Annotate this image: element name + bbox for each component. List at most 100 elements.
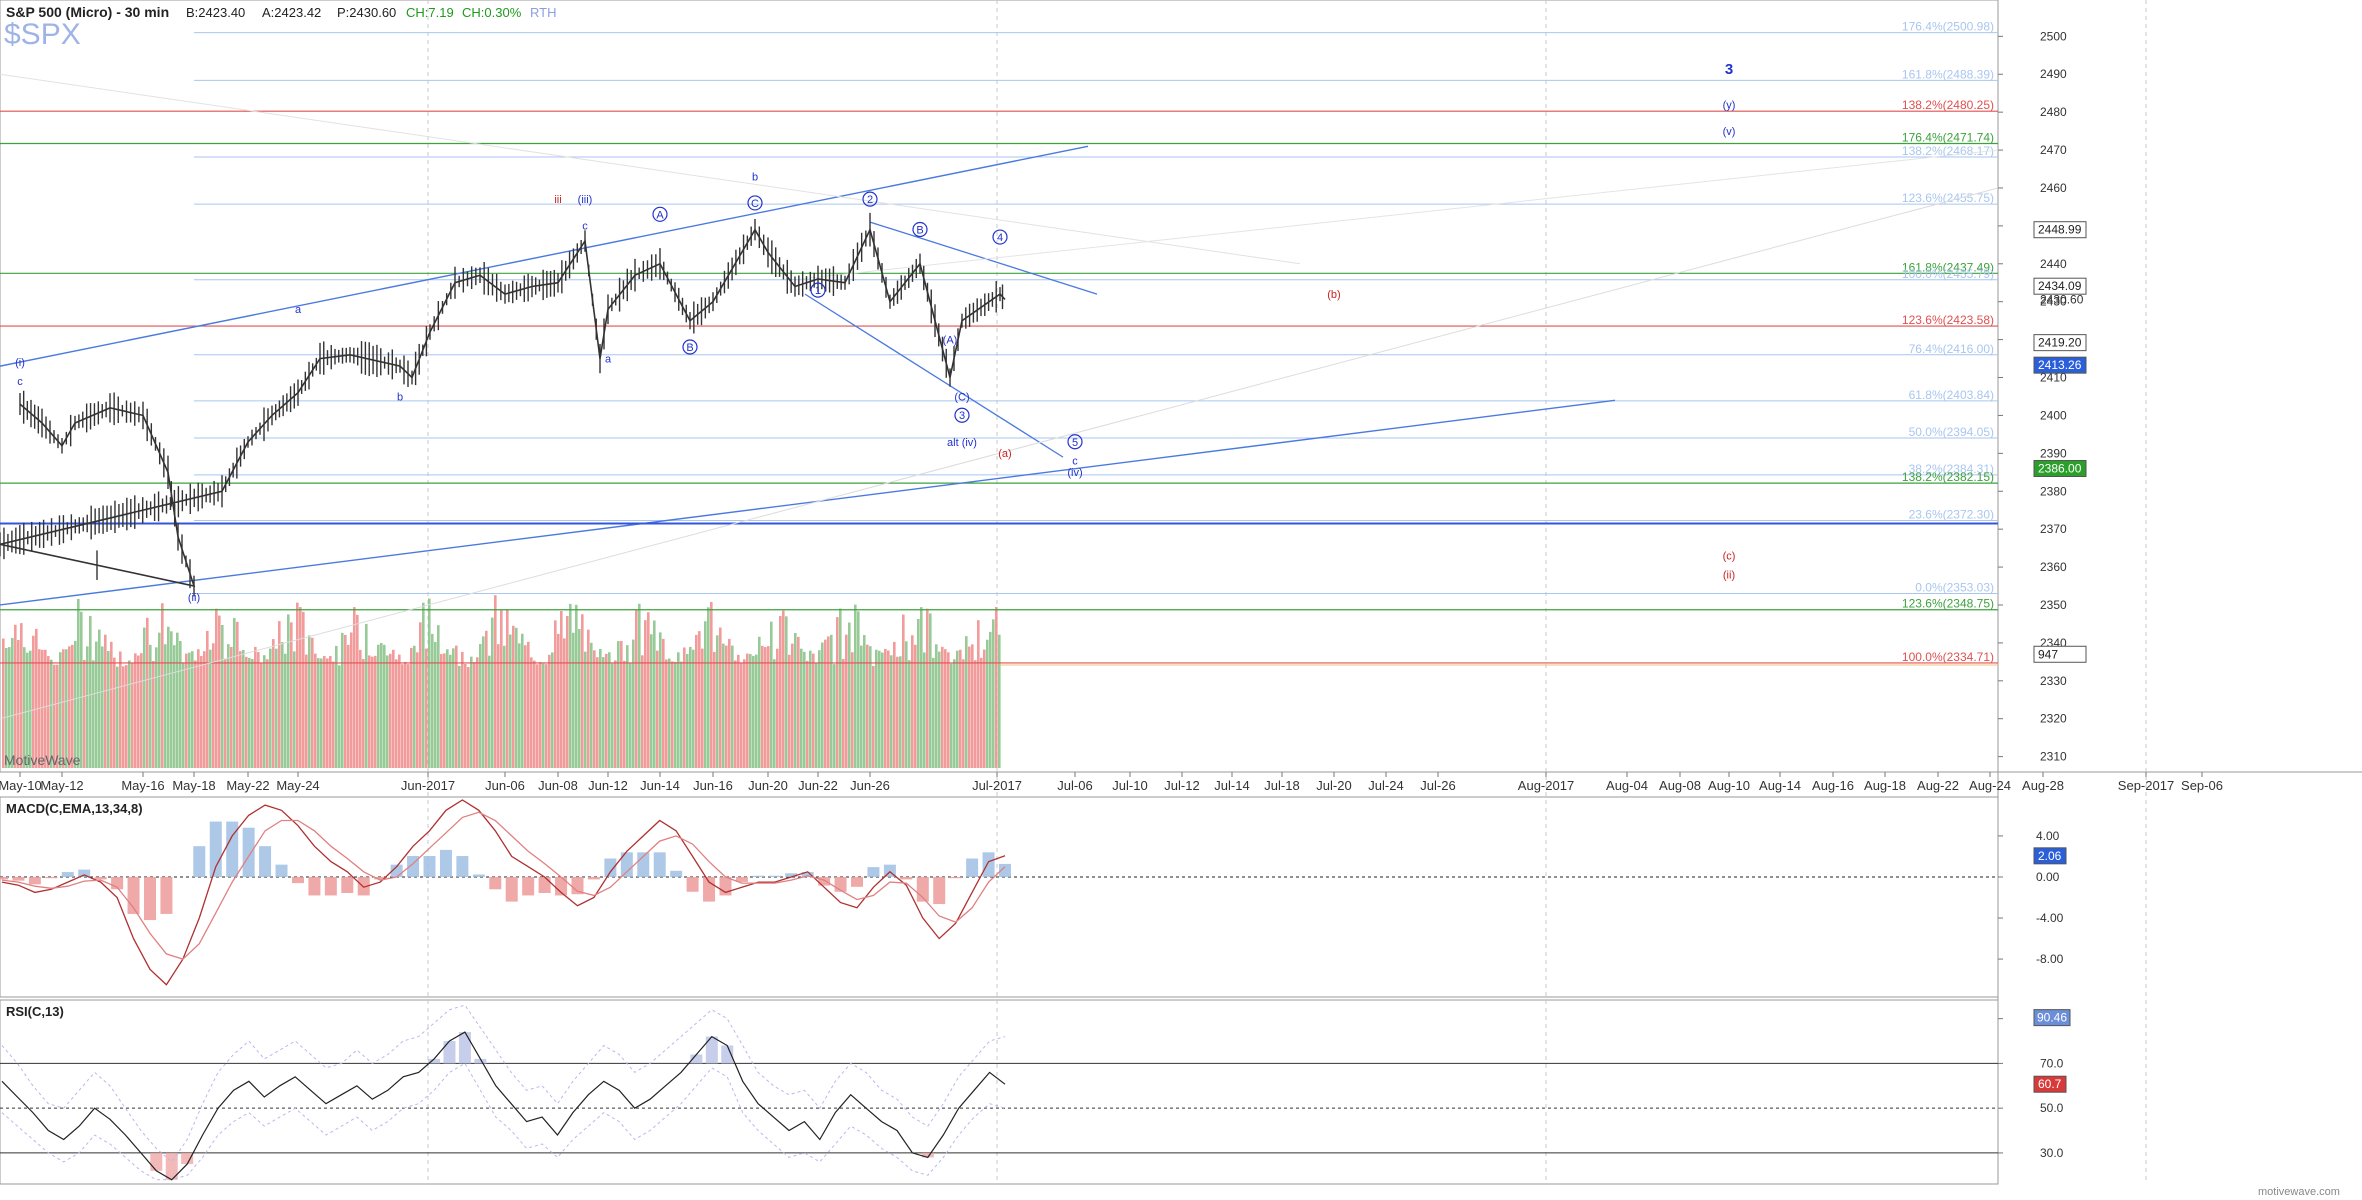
volume-bar: [668, 658, 671, 768]
volume-bar: [515, 627, 518, 768]
macd-histogram-bar: [752, 875, 765, 877]
volume-bar: [245, 656, 248, 768]
volume-bar: [899, 656, 902, 768]
volume-bar: [542, 663, 545, 768]
wave-label: 2: [867, 194, 873, 206]
volume-bar: [359, 649, 362, 768]
volume-bar: [170, 631, 173, 768]
volume-bar: [902, 614, 905, 768]
volume-bar: [686, 654, 689, 768]
rsi-overbought-fill: [690, 1054, 703, 1064]
volume-bar: [350, 632, 353, 768]
volume-bar: [788, 654, 791, 768]
volume-bar: [545, 664, 548, 768]
date-axis-label: Aug-24: [1969, 778, 2011, 793]
rsi-axis-label: 50.0: [2040, 1101, 2064, 1115]
fib-level-label: 138.2%(2480.25): [1902, 98, 1994, 112]
volume-bar: [167, 626, 170, 768]
price-tag-label: 2419.20: [2038, 336, 2082, 350]
volume-bar: [392, 649, 395, 768]
price-tag-label: 2413.26: [2038, 358, 2082, 372]
date-axis-label: Jun-12: [588, 778, 628, 793]
motivewave-watermark: MotiveWave: [4, 752, 81, 768]
volume-bar: [5, 647, 8, 768]
volume-bar: [866, 644, 869, 768]
volume-bar: [164, 644, 167, 768]
volume-bar: [173, 645, 176, 768]
date-axis-label: May-18: [172, 778, 215, 793]
volume-bar: [134, 653, 137, 768]
volume-bar: [842, 658, 845, 768]
rsi-upper-value-box: [2033, 1009, 2071, 1027]
price-tag-box: [2033, 221, 2087, 239]
volume-bar: [356, 614, 359, 768]
wave-label: 1: [815, 285, 821, 297]
volume-bar: [509, 634, 512, 768]
wave-label: b: [752, 171, 758, 183]
volume-bar: [536, 664, 539, 768]
volume-bar: [617, 641, 620, 768]
volume-bar: [758, 636, 761, 768]
volume-bar: [596, 657, 599, 768]
volume-bar: [791, 643, 794, 768]
volume-bar: [611, 663, 614, 768]
macd-histogram-bar: [78, 869, 91, 877]
volume-bar: [833, 664, 836, 768]
date-axis-label: Jul-10: [1112, 778, 1147, 793]
volume-bar: [104, 634, 107, 768]
macd-axis-label: -4.00: [2036, 911, 2064, 925]
volume-bar: [260, 663, 263, 768]
wave-label: a: [605, 353, 612, 365]
wave-label: c: [17, 376, 23, 388]
price-y-axis[interactable]: 2310232023302340235023602370238023902400…: [1998, 29, 2087, 764]
volume-bar: [395, 659, 398, 768]
volume-bar: [794, 633, 797, 768]
volume-bar: [23, 647, 26, 768]
date-axis-label: Aug-10: [1708, 778, 1750, 793]
volume-bar: [200, 656, 203, 768]
volume-bar: [524, 645, 527, 768]
volume-bar: [851, 652, 854, 768]
wave-label: B: [916, 224, 923, 236]
volume-bar: [389, 653, 392, 768]
volume-bar: [485, 630, 488, 768]
volume-bar: [701, 648, 704, 768]
volume-bar: [953, 659, 956, 768]
volume-bar: [377, 644, 380, 768]
wave-label: (b): [1327, 289, 1340, 301]
volume-bar: [110, 641, 113, 768]
volume-bar: [362, 659, 365, 768]
volume-bar: [506, 609, 509, 768]
macd-histogram-bar: [653, 852, 666, 877]
volume-bar: [2, 638, 5, 768]
volume-bar: [341, 632, 344, 768]
macd-histogram-bar: [555, 876, 568, 896]
price-axis-label: 2380: [2040, 484, 2067, 498]
macd-axis-label: 4.00: [2036, 829, 2060, 843]
date-axis-label: Jun-22: [798, 778, 838, 793]
volume-bar: [491, 617, 494, 768]
volume-bar: [926, 608, 929, 768]
volume-bar: [344, 634, 347, 768]
rsi-upper-value: 90.46: [2037, 1011, 2067, 1025]
date-axis-label: Aug-16: [1812, 778, 1854, 793]
volume-bar: [872, 665, 875, 768]
volume-bar: [266, 659, 269, 768]
volume-bar: [731, 645, 734, 768]
date-axis-label: Aug-08: [1659, 778, 1701, 793]
volume-bar: [59, 652, 62, 768]
macd-histogram-bar: [522, 876, 535, 896]
volume-bar: [821, 642, 824, 768]
rsi-axis-label: 70.0: [2040, 1056, 2064, 1070]
volume-bar: [467, 667, 470, 768]
rsi-oversold-fill: [181, 1152, 194, 1165]
date-axis-label: May-24: [276, 778, 319, 793]
volume-bar: [782, 610, 785, 768]
wave-label: alt (iv): [947, 437, 977, 449]
volume-bar: [854, 604, 857, 768]
macd-histogram-bar: [193, 846, 206, 877]
wave-label-circle: [912, 221, 928, 238]
wave-label: (a): [998, 448, 1011, 460]
macd-histogram-bar: [801, 872, 814, 877]
